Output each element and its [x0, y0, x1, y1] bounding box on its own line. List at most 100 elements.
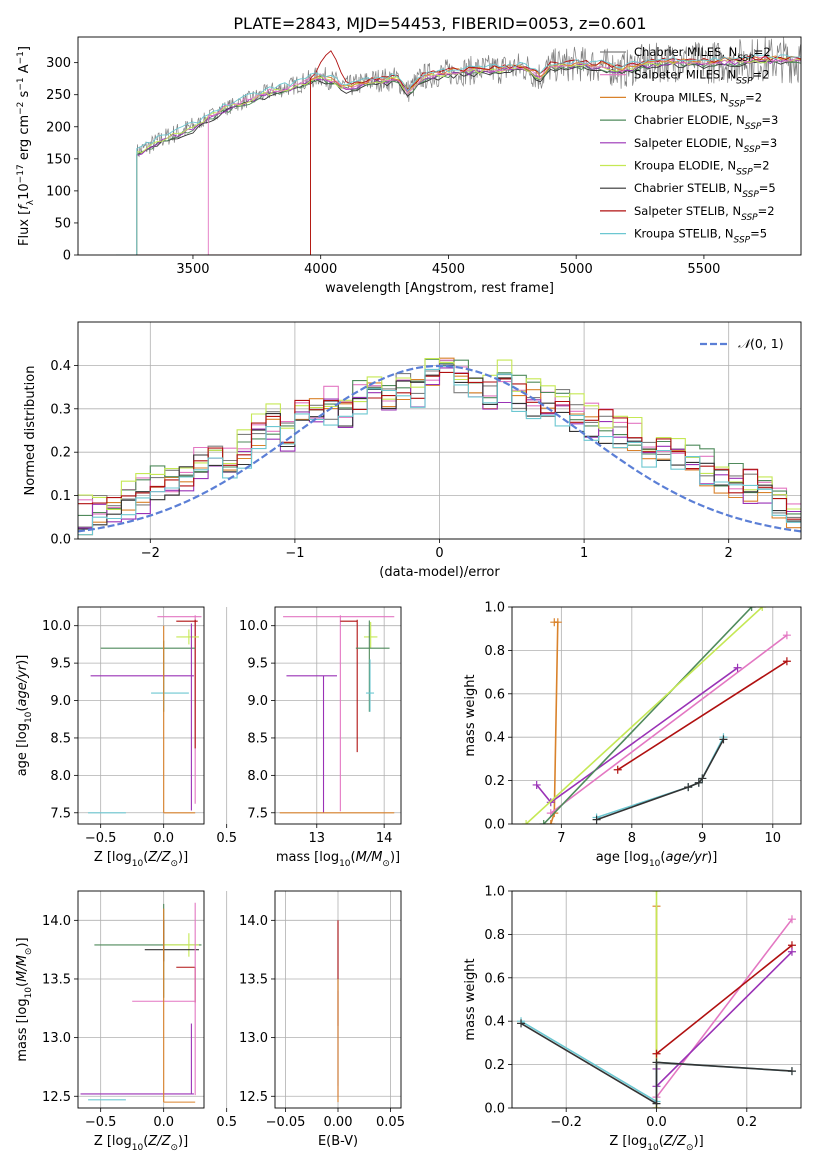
axes-frame — [77, 321, 802, 540]
y-tick-label: 0 — [63, 249, 71, 264]
y-tick-label: 0.4 — [484, 731, 505, 746]
panel-age_vs_mass: 13 14 7.5 8.0 8.5 9.0 9.5 10.0 mass [log10(M/M⊙)… — [239, 606, 402, 869]
weight-marker-salpeter_stelib — [613, 765, 622, 774]
weight-line-salpeter_miles — [550, 634, 788, 814]
y-tick-label: 0.0 — [484, 818, 505, 833]
weight-marker-chabrier_stelib — [652, 1058, 661, 1067]
x-axis-label: Z [log10(Z/Z⊙)] — [94, 1134, 188, 1153]
x-tick-label: 0 — [435, 546, 443, 561]
model-spectrum-kroupa_miles — [116, 55, 801, 255]
x-axis-label: wavelength [Angstrom, rest frame] — [325, 281, 554, 296]
x-tick-label: 0.05 — [376, 1115, 405, 1130]
panel-weight_vs_Z: −0.2 0.0 0.2 0.0 0.2 0.4 0.6 0.8 1.0 Z [log10(Z/Z… — [463, 885, 802, 1153]
axes-frame — [274, 606, 402, 825]
x-tick-label: 4500 — [432, 262, 465, 277]
plot-area — [78, 357, 801, 536]
normal-curve — [78, 364, 801, 533]
x-axis-label: Z [log10(Z/Z⊙)] — [94, 850, 188, 869]
y-tick-label: 0.4 — [50, 359, 71, 374]
y-tick-label: 9.0 — [247, 694, 268, 709]
y-tick-label: 0.1 — [50, 489, 71, 504]
weight-marker-chabrier_stelib — [652, 1099, 661, 1108]
x-tick-label: −0.2 — [550, 1115, 582, 1130]
weight-line-salpeter_stelib — [655, 944, 793, 1055]
legend-label: Chabrier ELODIE, NSSP=3 — [634, 113, 778, 132]
y-tick-label: 8.5 — [50, 731, 71, 746]
x-tick-label: 9 — [698, 831, 706, 846]
weight-marker-chabrier_stelib — [719, 735, 728, 744]
panel-spectrum: 3500 4000 4500 5000 5500 0 50 100 150 200 250 300 wa… — [16, 36, 802, 296]
y-tick-label: 9.0 — [50, 694, 71, 709]
x-tick-label: 14 — [376, 831, 393, 846]
plot-area — [279, 615, 395, 814]
y-tick-label: 13.0 — [42, 1031, 71, 1046]
y-tick-label: 1.0 — [484, 601, 505, 616]
y-tick-label: 9.5 — [247, 657, 268, 672]
weight-line-chabrier_stelib — [596, 739, 725, 821]
weight-marker-chabrier_stelib — [517, 1019, 526, 1028]
x-tick-label: 0.0 — [153, 831, 174, 846]
y-tick-label: 100 — [46, 184, 71, 199]
weight-marker-chabrier_stelib — [592, 815, 601, 824]
panel-mass_vs_Z: −0.5 0.0 0.5 12.5 13.0 13.5 14.0 Z [log10(Z/Z⊙)… — [15, 890, 237, 1153]
histogram-kroupa_elodie — [78, 358, 801, 510]
plot-area — [80, 902, 202, 1103]
y-tick-label: 13.0 — [239, 1031, 268, 1046]
y-tick-label: 7.5 — [247, 806, 268, 821]
weight-line-salpeter_stelib — [617, 660, 788, 771]
y-axis-label: Normed distribution — [23, 366, 38, 496]
weight-marker-salpeter_stelib — [782, 657, 791, 666]
x-tick-label: −1 — [285, 546, 304, 561]
y-tick-label: 12.5 — [239, 1090, 268, 1105]
y-axis-label: mass weight — [463, 958, 478, 1040]
y-tick-label: 0.2 — [484, 1058, 505, 1073]
y-tick-label: 200 — [46, 120, 71, 135]
y-axis-label: Flux [fλ10−17 erg cm−2 s−1 A−1] — [16, 46, 36, 246]
plot-area — [88, 615, 202, 814]
y-tick-label: 0.2 — [50, 446, 71, 461]
legend-label: Salpeter STELIB, NSSP=2 — [634, 204, 775, 223]
y-axis-label: mass [log10(M/M⊙)] — [15, 937, 34, 1061]
x-tick-label: 0.5 — [216, 831, 237, 846]
y-tick-label: 150 — [46, 152, 71, 167]
x-tick-label: −0.05 — [266, 1115, 306, 1130]
x-tick-label: 7 — [557, 831, 565, 846]
plot-area — [517, 891, 796, 1108]
weight-marker-chabrier_elodie — [539, 820, 548, 824]
plot-area — [522, 607, 791, 824]
y-tick-label: 8.5 — [247, 731, 268, 746]
y-tick-label: 12.5 — [42, 1090, 71, 1105]
histogram-chabrier_stelib — [78, 364, 801, 530]
y-tick-label: 1.0 — [484, 885, 505, 900]
model-spectrum-chabrier_elodie — [116, 59, 801, 255]
x-tick-label: 0.00 — [324, 1115, 353, 1130]
model-spectrum-kroupa_elodie — [116, 57, 801, 255]
panel-residual_histogram: −2 −1 0 1 2 0.0 0.1 0.2 0.3 0.4 (data-model)/error… — [23, 321, 802, 580]
x-axis-label: Z [log10(Z/Z⊙)] — [609, 1134, 703, 1153]
y-tick-label: 0.3 — [50, 402, 71, 417]
y-tick-label: 13.5 — [42, 972, 71, 987]
axes-frame — [511, 890, 802, 1109]
plot-area — [116, 37, 801, 255]
legend-label: Kroupa MILES, NSSP=2 — [634, 90, 762, 109]
y-tick-label: 50 — [54, 216, 71, 231]
weight-marker-salpeter_miles — [782, 631, 791, 640]
x-tick-label: 1 — [580, 546, 588, 561]
legend-label: Kroupa STELIB, NSSP=5 — [634, 227, 767, 246]
x-tick-label: 3500 — [176, 262, 209, 277]
y-tick-label: 8.0 — [247, 769, 268, 784]
x-tick-label: 8 — [628, 831, 636, 846]
x-tick-label: −2 — [141, 546, 160, 561]
legend-label: Salpeter ELODIE, NSSP=3 — [634, 136, 777, 155]
panel-weight_vs_age: 7 8 9 10 0.0 0.2 0.4 0.6 0.8 1.0 age [log10(age/yr… — [463, 601, 802, 869]
y-tick-label: 10.0 — [239, 619, 268, 634]
weight-marker-chabrier_stelib — [698, 774, 707, 783]
y-axis-label: mass weight — [463, 674, 478, 756]
x-axis-label: E(B-V) — [318, 1134, 358, 1149]
weight-marker-kroupa_miles — [553, 618, 562, 627]
weight-line-salpeter_miles — [655, 918, 793, 1098]
weight-marker-kroupa_elodie — [758, 607, 767, 611]
y-tick-label: 300 — [46, 56, 71, 71]
y-tick-label: 14.0 — [239, 914, 268, 929]
